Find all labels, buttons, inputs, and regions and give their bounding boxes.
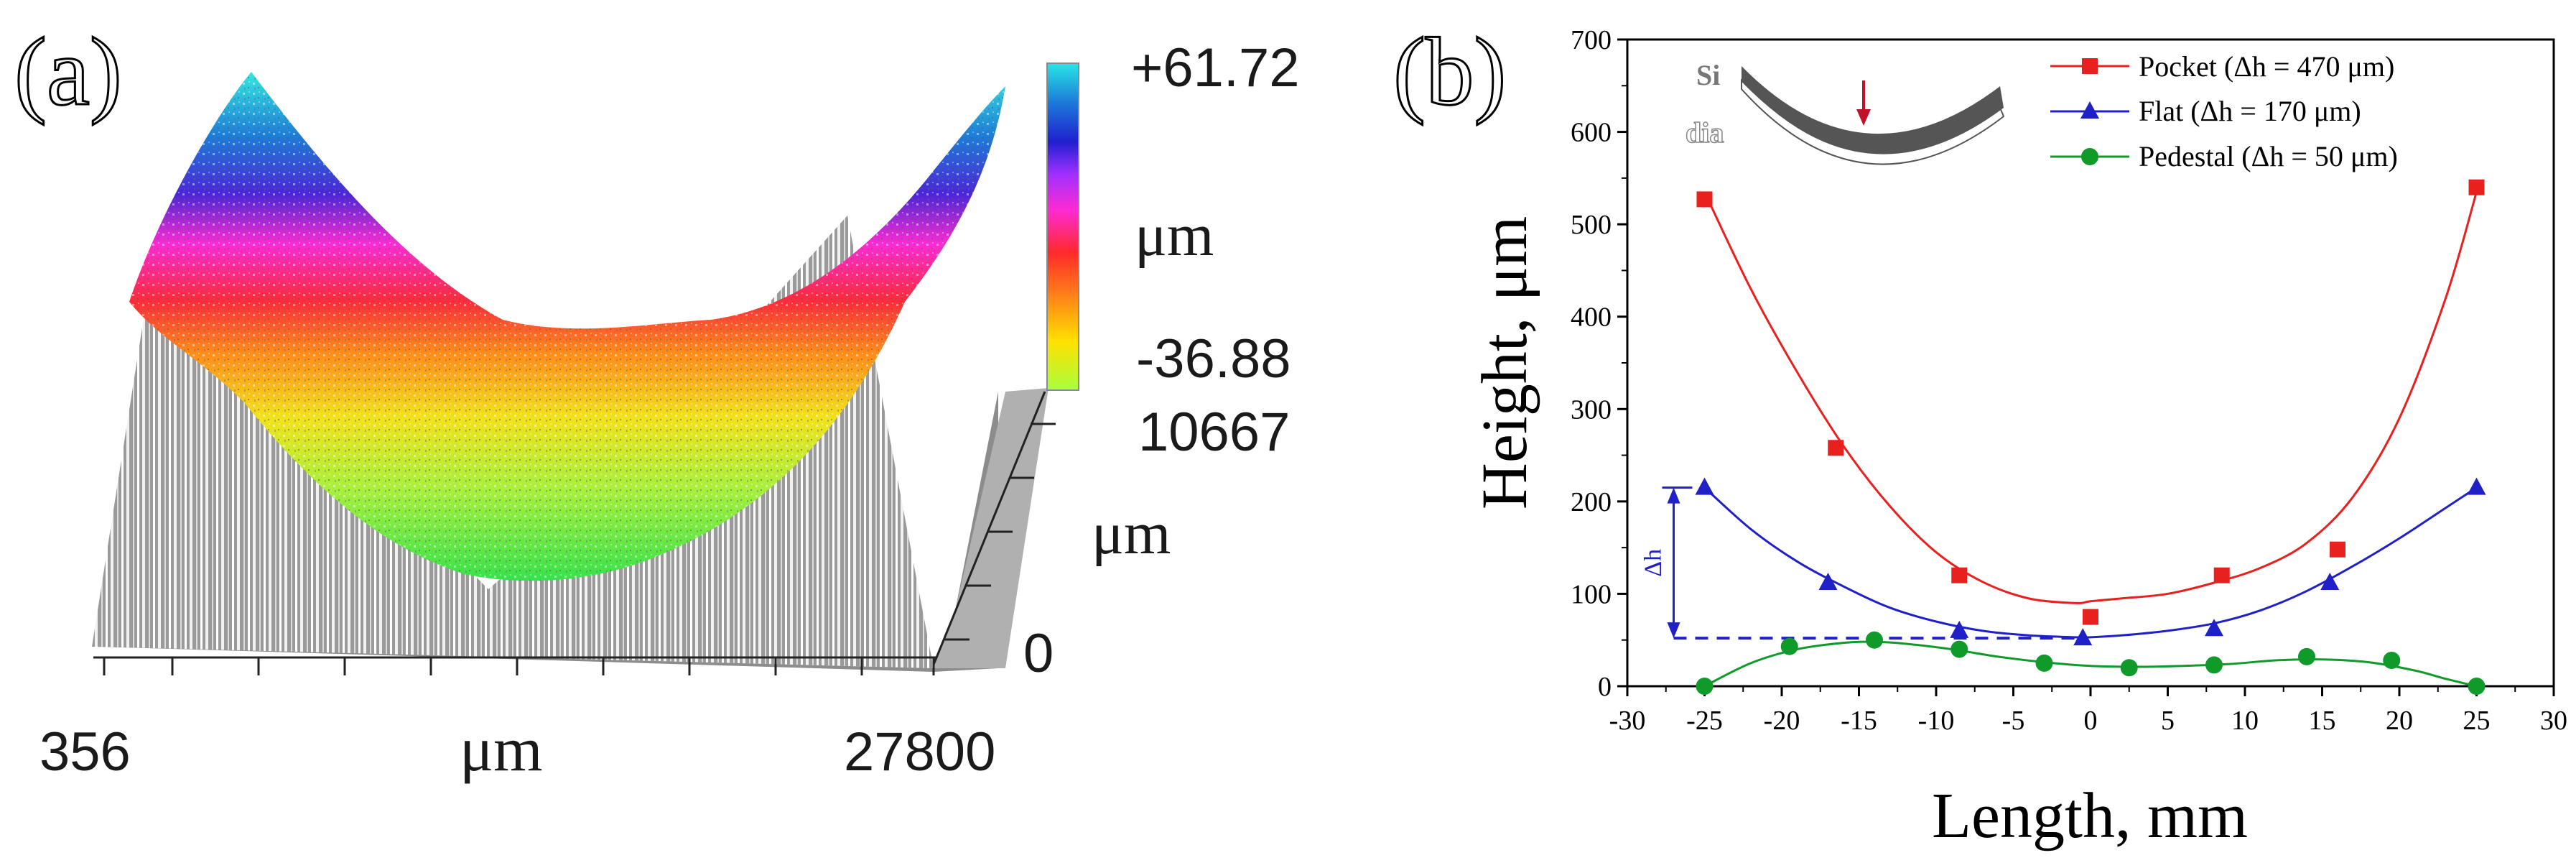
surface-skirt bbox=[92, 216, 934, 668]
legend-pocket-label: Pocket (Δh = 470 μm) bbox=[2139, 50, 2394, 83]
y-axis-title: Height, μm bbox=[1469, 216, 1540, 509]
pedestal-data-point bbox=[2298, 647, 2315, 665]
colorbar bbox=[1047, 63, 1079, 390]
flat-data-point bbox=[1695, 477, 1714, 495]
x-tick-label: -15 bbox=[1841, 706, 1877, 736]
x-tick-label: -25 bbox=[1686, 706, 1723, 736]
legend: Pocket (Δh = 470 μm) Flat (Δh = 170 μm) … bbox=[2050, 50, 2398, 172]
pocket-data-point bbox=[1951, 567, 1968, 583]
y-tick-label: 200 bbox=[1571, 487, 1612, 517]
x-tick-label: 25 bbox=[2463, 706, 2491, 736]
flat-data-point bbox=[1818, 573, 1838, 590]
depth-axis-min-label: 0 bbox=[1023, 623, 1054, 684]
colorbar-max-label: +61.72 bbox=[1131, 37, 1300, 98]
flat-data-point bbox=[2205, 619, 2223, 637]
x-axis-unit-label: μm bbox=[460, 715, 543, 785]
delta-h-label: Δh bbox=[1640, 549, 1667, 577]
inset-si-band bbox=[1742, 66, 2004, 154]
pedestal-data-point bbox=[2035, 654, 2053, 672]
pedestal-data-point bbox=[2383, 652, 2401, 669]
pedestal-data-point bbox=[1696, 678, 1714, 695]
series-line-square bbox=[1703, 191, 2478, 604]
y-tick-label: 0 bbox=[1598, 672, 1612, 702]
x-tick-label: -30 bbox=[1609, 706, 1646, 736]
legend-flat-label: Flat (Δh = 170 μm) bbox=[2139, 95, 2361, 127]
colorbar-min-label: -36.88 bbox=[1136, 328, 1291, 389]
pocket-data-point bbox=[1828, 440, 1844, 456]
x-axis bbox=[93, 656, 937, 675]
y-tick-label: 400 bbox=[1571, 303, 1612, 333]
x-tick-label: -10 bbox=[1918, 706, 1955, 736]
panel-a: (a) +61.72 μm -36.88 10667 μm 0 bbox=[14, 18, 1300, 785]
x-tick-label: -5 bbox=[2002, 706, 2025, 736]
y-tick-label: 500 bbox=[1571, 210, 1612, 240]
y-tick-label: 300 bbox=[1571, 394, 1612, 425]
panel-b: (b) -30 -25 -20 -15 -10 -5 0 5 10 15 20 25 300100200… bbox=[1392, 18, 2568, 852]
legend-item-pocket: Pocket (Δh = 470 μm) bbox=[2050, 50, 2394, 83]
delta-h-arrowhead-up bbox=[1667, 487, 1680, 504]
plot-area: -30 -25 -20 -15 -10 -5 0 5 10 15 20 25 3001002003004… bbox=[1571, 25, 2567, 736]
y-tick-label: 700 bbox=[1571, 25, 1612, 55]
flat-data-point bbox=[2320, 573, 2340, 590]
series-line-triangle bbox=[1703, 486, 2478, 639]
pocket-data-point bbox=[1696, 191, 1713, 208]
inset-arrow-icon bbox=[1856, 109, 1871, 126]
flat-data-point bbox=[2467, 477, 2486, 495]
x-tick-label: 10 bbox=[2231, 706, 2259, 736]
depth-axis-unit-label: μm bbox=[1092, 500, 1171, 567]
panel-b-label: (b) bbox=[1393, 19, 1506, 126]
pocket-data-point bbox=[2330, 541, 2345, 558]
x-tick-label: 5 bbox=[2161, 706, 2175, 736]
legend-item-pedestal: Pedestal (Δh = 50 μm) bbox=[2050, 140, 2398, 172]
pocket-data-point bbox=[2083, 609, 2098, 625]
inset-bottom-label: dia bbox=[1685, 116, 1724, 149]
pedestal-data-point bbox=[1780, 637, 1798, 655]
x-tick-label: -20 bbox=[1764, 706, 1800, 736]
delta-h-arrowhead-down bbox=[1667, 622, 1680, 639]
pedestal-data-point bbox=[2205, 656, 2223, 674]
depth-axis bbox=[932, 391, 1056, 665]
pedestal-data-point bbox=[1950, 640, 1968, 658]
plot-frame bbox=[1626, 38, 2555, 688]
legend-item-flat: Flat (Δh = 170 μm) bbox=[2050, 95, 2361, 127]
legend-flat-marker bbox=[2080, 101, 2099, 119]
flat-data-point bbox=[2073, 628, 2093, 646]
legend-pedestal-label: Pedestal (Δh = 50 μm) bbox=[2139, 140, 2398, 172]
x-tick-label: 0 bbox=[2084, 706, 2098, 736]
inset-top-label: Si bbox=[1696, 59, 1720, 91]
pedestal-data-point bbox=[1866, 631, 1883, 649]
x-axis-min-label: 356 bbox=[39, 721, 131, 782]
y-tick-label: 600 bbox=[1571, 118, 1612, 148]
x-tick-label: 30 bbox=[2540, 706, 2567, 736]
pocket-data-point bbox=[2468, 179, 2485, 195]
inset-schematic: Si dia bbox=[1685, 59, 2005, 165]
depth-axis-max-label: 10667 bbox=[1138, 402, 1290, 463]
series-line-circle bbox=[1703, 640, 2477, 688]
x-axis-title: Length, mm bbox=[1932, 780, 2248, 851]
legend-pocket-marker bbox=[2082, 58, 2098, 74]
panel-a-label: (a) bbox=[14, 19, 122, 126]
colorbar-unit-label: μm bbox=[1135, 202, 1214, 269]
pocket-data-point bbox=[2213, 567, 2230, 583]
y-tick-label: 100 bbox=[1571, 579, 1612, 609]
surface-base-edge bbox=[934, 388, 1048, 668]
pedestal-data-point bbox=[2468, 678, 2486, 695]
flat-data-point bbox=[1950, 620, 1969, 638]
legend-pedestal-marker bbox=[2081, 148, 2098, 165]
pedestal-data-point bbox=[2120, 659, 2138, 677]
x-tick-label: 20 bbox=[2386, 706, 2413, 736]
x-axis-max-label: 27800 bbox=[844, 721, 995, 782]
x-tick-label: 15 bbox=[2309, 706, 2336, 736]
